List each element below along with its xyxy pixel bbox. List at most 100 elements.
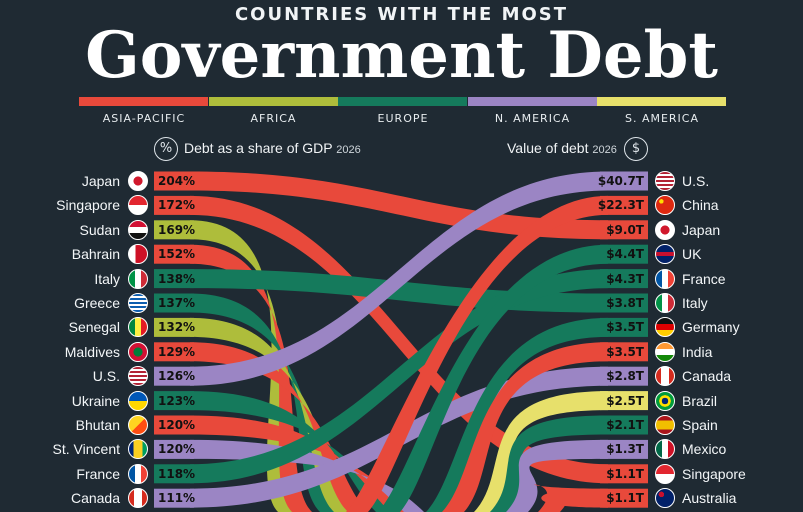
flag-icon-italy: [655, 293, 675, 313]
flag-icon-italy: [128, 268, 148, 289]
flow-band-u-s-: [190, 171, 608, 386]
left-value-box: [154, 244, 194, 264]
region-label: EUROPE: [377, 112, 429, 125]
left-value-box: [154, 269, 194, 289]
flag-icon-singapore: [128, 195, 148, 216]
flag-icon-bhutan: [128, 415, 148, 435]
left-value-label: 169%: [158, 222, 196, 237]
left-country-label: U.S.: [92, 368, 120, 385]
left-country-label: Japan: [81, 173, 120, 189]
flow-band-mexico: [506, 439, 608, 512]
flag-icon-canada: [128, 488, 148, 509]
right-value-label: $2.8T: [606, 369, 644, 384]
flag-icon-sudan: [128, 219, 148, 240]
left-value-box: [154, 488, 194, 508]
flow-band-singapore: [190, 195, 608, 484]
left-value-label: 118%: [158, 466, 196, 481]
left-country-label: Bhutan: [75, 417, 120, 433]
right-value-box: [600, 464, 648, 484]
right-value-label: $22.3T: [597, 198, 644, 213]
right-country-label: France: [682, 270, 726, 287]
dollar-icon: $: [624, 137, 648, 161]
flag-icon-u-s-: [655, 171, 675, 191]
right-value-box: [600, 391, 648, 411]
right-country-label: Mexico: [682, 441, 727, 458]
right-value-label: $4.3T: [606, 271, 644, 286]
right-country-label: Australia: [682, 490, 737, 507]
flag-icon-senegal: [128, 317, 148, 338]
flag-icon-china: [655, 195, 675, 216]
region-bar: [208, 97, 338, 106]
flag-icon-japan: [128, 171, 148, 191]
region-label: N. AMERICA: [494, 112, 571, 125]
flag-icon-mexico: [655, 439, 675, 460]
right-country-label: UK: [682, 246, 702, 263]
flag-icon-greece: [128, 293, 148, 313]
right-value-box: [600, 244, 648, 264]
flag-icon-australia: [655, 488, 675, 509]
left-country-label: Greece: [74, 295, 120, 311]
left-country-label: Maldives: [64, 343, 120, 360]
left-value-box: [154, 195, 194, 215]
left-country-label: Sudan: [79, 221, 120, 238]
right-value-label: $9.0T: [606, 222, 644, 237]
left-value-label: 132%: [158, 320, 196, 335]
region-bar: [338, 97, 467, 106]
region-bar: [597, 97, 726, 106]
left-value-label: 123%: [158, 393, 196, 408]
right-value-box: [600, 366, 648, 386]
left-value-box: [154, 317, 194, 337]
flag-icon-india: [655, 341, 675, 362]
flag-icon-france: [655, 268, 675, 289]
flag-icon-st-vincent: [128, 439, 148, 460]
left-value-label: 138%: [158, 271, 196, 286]
right-header-label: Value of debt: [507, 140, 589, 156]
right-value-box: [600, 269, 648, 289]
left-header-label: Debt as a share of GDP: [184, 140, 333, 156]
left-value-label: 204%: [158, 174, 196, 188]
flag-icon-bahrain: [128, 244, 148, 265]
left-value-box: [154, 220, 194, 240]
flag-icon-brazil: [655, 390, 675, 411]
left-value-label: 120%: [158, 418, 196, 432]
flag-icon-canada: [655, 366, 675, 387]
right-country-label: Spain: [682, 417, 718, 433]
flag-icon-spain: [655, 415, 675, 435]
right-value-label: $1.1T: [606, 491, 644, 506]
flag-icon-ukraine: [128, 390, 148, 411]
right-value-box: [600, 195, 648, 215]
right-country-label: Germany: [682, 319, 740, 336]
flow-band-india: [442, 342, 608, 512]
right-value-box: [600, 415, 648, 435]
left-country-label: Italy: [94, 270, 120, 287]
left-value-box: [154, 366, 194, 386]
flow-band-australia: [534, 484, 608, 512]
region-label: AFRICA: [250, 112, 297, 125]
right-country-label: Singapore: [682, 465, 746, 482]
left-header-year: 2026: [336, 144, 361, 156]
percent-icon: %: [154, 137, 178, 161]
right-value-label: $1.1T: [606, 466, 644, 481]
left-country-label: Senegal: [68, 319, 120, 336]
flag-icon-germany: [655, 317, 675, 338]
left-value-box: [154, 171, 194, 191]
left-value-box: [154, 415, 194, 435]
right-value-label: $4.4T: [606, 247, 644, 262]
region-bar: [79, 97, 208, 106]
flow-band-china: [346, 195, 608, 512]
left-value-box: [154, 391, 194, 411]
region-label: ASIA-PACIFIC: [102, 112, 186, 125]
left-value-label: 126%: [158, 369, 196, 384]
right-country-label: Italy: [682, 295, 708, 311]
right-country-label: Canada: [682, 368, 732, 385]
left-value-box: [154, 439, 194, 459]
right-value-box: [600, 171, 648, 191]
right-value-label: $3.8T: [606, 296, 644, 310]
right-value-box: [600, 342, 648, 362]
right-value-box: [600, 220, 648, 240]
left-country-label: Singapore: [56, 197, 120, 214]
left-country-label: Canada: [70, 490, 120, 507]
region-label: S. AMERICA: [624, 112, 700, 125]
left-country-label: St. Vincent: [52, 441, 120, 458]
